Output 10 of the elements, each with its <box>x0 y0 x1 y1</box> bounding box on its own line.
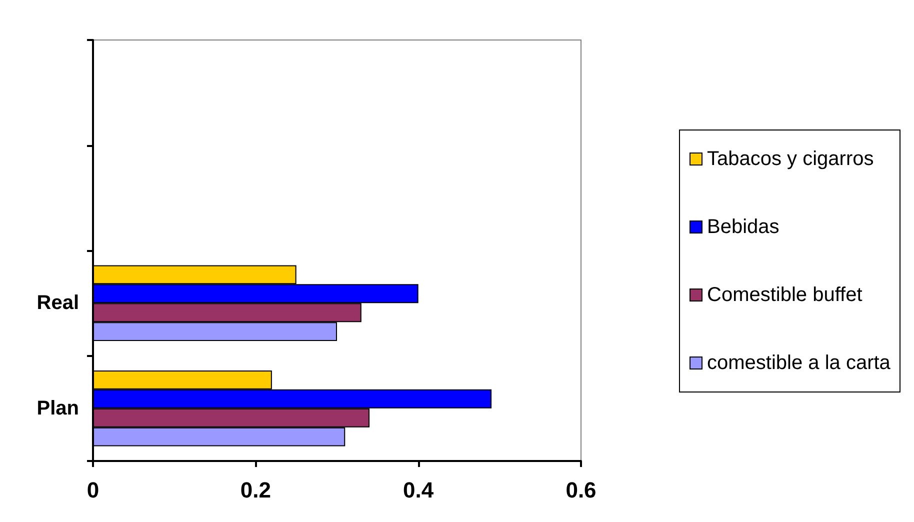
x-tick-label: 0.6 <box>566 478 596 502</box>
x-tick-label: 0 <box>86 478 100 502</box>
legend-label: Tabacos y cigarros <box>707 148 874 170</box>
y-tick-label: Plan <box>36 397 79 420</box>
legend-label: comestible a la carta <box>707 352 892 374</box>
legend-label: Comestible buffet <box>707 284 863 306</box>
legend-label: Bebidas <box>707 216 780 238</box>
x-tick-label: 0.4 <box>403 478 434 502</box>
y-tick-label: Real <box>36 292 79 314</box>
x-tick-label: 0.2 <box>240 478 271 502</box>
